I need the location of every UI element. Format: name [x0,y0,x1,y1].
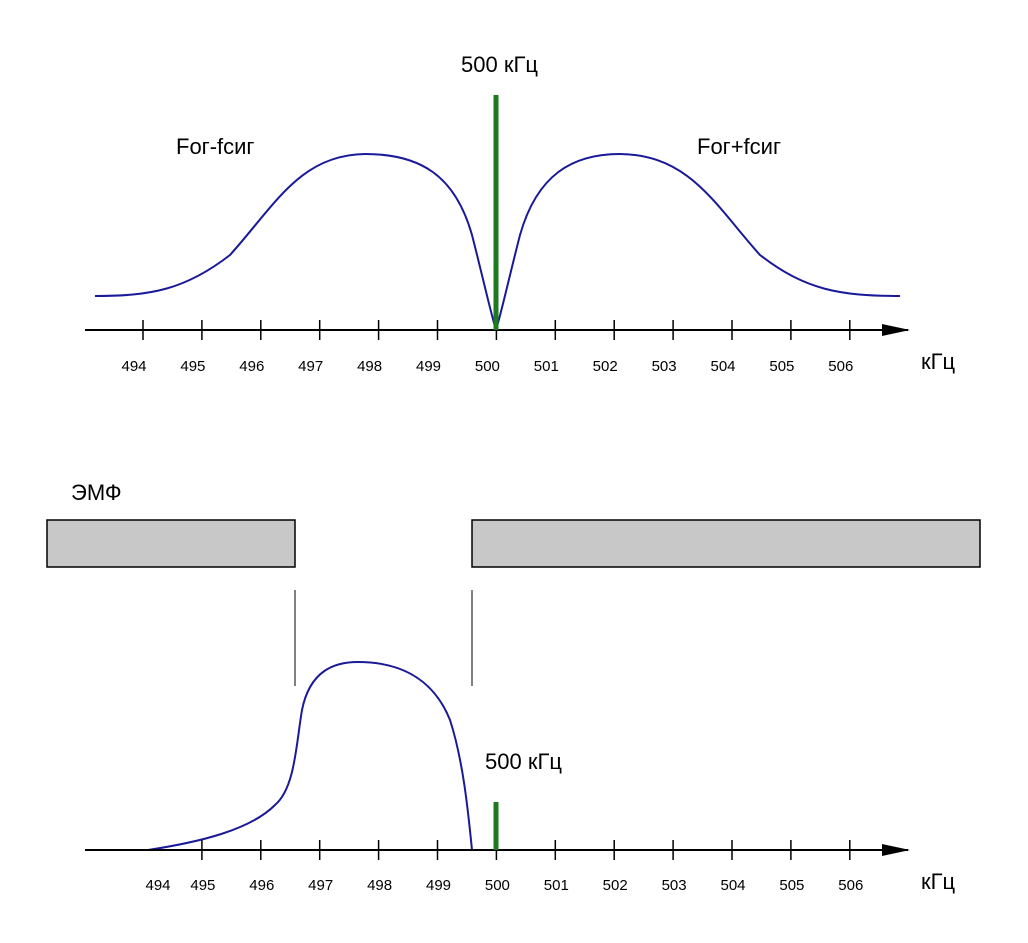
left-sideband-label: Fог-fсиг [176,134,254,159]
right-sideband-curve [495,152,901,331]
filter-stopband-right [471,519,981,568]
carrier-label: 500 кГц [461,52,538,77]
filter-stopband-left [46,519,296,568]
axis-tick-label: 503 [662,877,687,894]
axis-tick-label: 498 [357,358,382,375]
axis-tick-label: 506 [838,877,863,894]
right-sideband-label: Fог+fсиг [697,134,781,159]
axis-tick-label: 502 [593,358,618,375]
bottom-axis-ticks: 494 495 496 497 498 499 500 501 502 503 504 505 506 [145,840,863,894]
axis-tick-label: 494 [121,358,146,375]
axis-tick-label: 499 [426,877,451,894]
axis-tick-label: 503 [652,358,677,375]
axis-unit-label-bottom: кГц [921,869,956,894]
top-spectrum: 494 495 496 497 498 499 500 501 502 503 504 505 506 … [85,52,956,375]
filtered-sideband-curve [147,660,473,851]
axis-tick-label: 497 [298,358,323,375]
axis-tick-label: 497 [308,877,333,894]
filter-label: ЭМФ [71,480,122,505]
top-axis-ticks: 494 495 496 497 498 499 500 501 502 503 504 505 506 [121,320,853,375]
axis-tick-label: 496 [249,877,274,894]
axis-tick-label: 495 [190,877,215,894]
axis-tick-label: 499 [416,358,441,375]
axis-tick-label: 500 [475,358,500,375]
carrier-label-bottom: 500 кГц [485,749,562,774]
axis-tick-label: 494 [145,877,170,894]
axis-tick-label: 501 [534,358,559,375]
axis-tick-label: 498 [367,877,392,894]
axis-tick-label: 495 [180,358,205,375]
axis-tick-label: 501 [544,877,569,894]
axis-tick-label: 506 [828,358,853,375]
left-sideband-curve [94,152,497,331]
axis-tick-label: 496 [239,358,264,375]
axis-tick-label: 505 [769,358,794,375]
axis-tick-label: 505 [779,877,804,894]
axis-tick-label: 500 [485,877,510,894]
axis-tick-label: 504 [720,877,745,894]
axis-unit-label: кГц [921,349,956,374]
axis-tick-label: 502 [603,877,628,894]
bottom-spectrum: ЭМФ 494 495 496 497 498 499 500 501 502 503 504 505… [46,480,981,894]
axis-tick-label: 504 [710,358,735,375]
